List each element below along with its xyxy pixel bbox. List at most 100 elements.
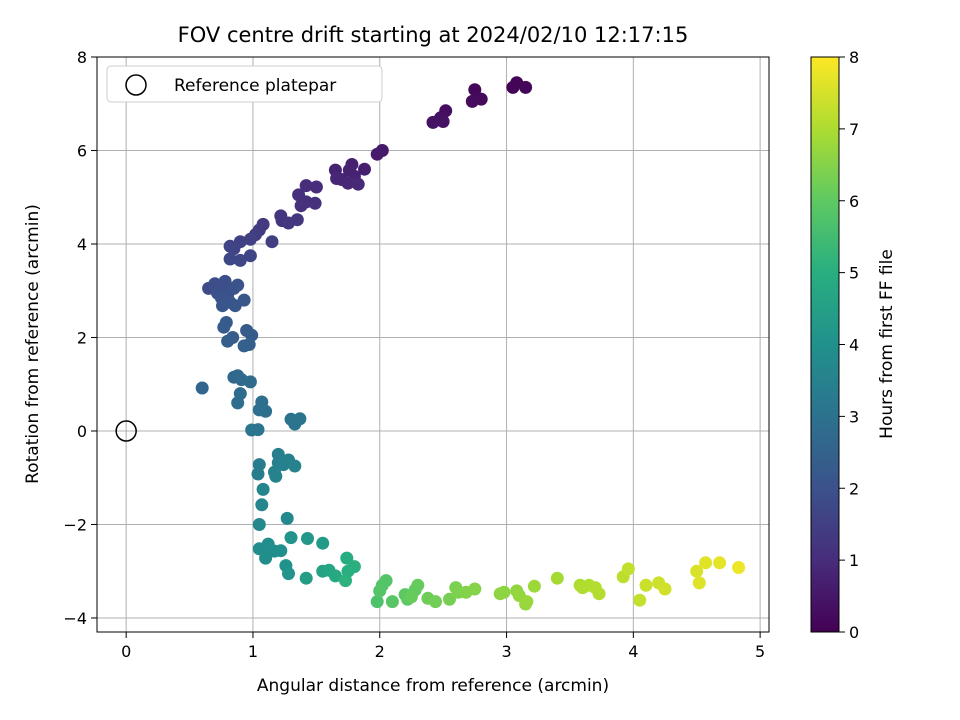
data-point [231, 278, 245, 292]
data-point [426, 115, 440, 129]
data-point [308, 196, 322, 210]
y-tick-label: 0 [77, 422, 87, 441]
data-point [497, 585, 511, 599]
colorbar-tick-label: 1 [849, 551, 859, 570]
x-tick-label: 5 [755, 642, 765, 661]
colorbar-tick-label: 5 [849, 264, 859, 283]
x-tick-label: 3 [501, 642, 511, 661]
data-point [465, 94, 479, 108]
y-tick-label: 4 [77, 235, 87, 254]
data-point [223, 252, 237, 266]
x-axis-ticks: 0 1 2 3 4 5 [121, 632, 765, 661]
y-tick-label: −2 [63, 515, 87, 534]
colorbar-tick-label: 3 [849, 407, 859, 426]
x-tick-label: 4 [628, 642, 638, 661]
data-point [265, 235, 279, 249]
data-point [237, 339, 251, 353]
data-point [282, 567, 295, 581]
data-point [633, 593, 647, 607]
colorbar-tick-label: 6 [849, 192, 859, 211]
colorbar-tick-label: 4 [849, 336, 859, 355]
x-tick-label: 1 [248, 642, 258, 661]
data-point [443, 592, 456, 606]
data-point [692, 576, 706, 590]
y-axis-label: Rotation from reference (arcmin) [23, 204, 43, 484]
data-point [639, 578, 653, 592]
data-point [195, 381, 209, 395]
data-point [527, 579, 541, 593]
chart-title: FOV centre drift starting at 2024/02/10 … [178, 23, 689, 47]
data-point [269, 469, 283, 483]
scatter-points [195, 76, 746, 611]
data-point [231, 396, 245, 410]
data-point [256, 482, 270, 496]
data-point [699, 556, 713, 570]
data-point [713, 556, 727, 570]
colorbar-tick-label: 7 [849, 120, 859, 139]
y-tick-label: 2 [77, 328, 87, 347]
data-point [218, 274, 232, 288]
data-point [217, 320, 231, 334]
data-point [243, 232, 257, 246]
data-point [592, 587, 606, 601]
y-tick-label: −4 [63, 609, 87, 628]
data-point [288, 459, 302, 473]
data-point [404, 590, 418, 604]
grid [97, 56, 769, 632]
data-point [299, 571, 313, 585]
y-axis-ticks: −4 −2 0 2 4 6 8 [63, 48, 97, 628]
data-point [328, 569, 342, 583]
data-point [216, 299, 229, 313]
legend-box [106, 65, 383, 103]
data-point [658, 582, 672, 596]
reference-marker [115, 420, 137, 442]
data-point [294, 199, 308, 213]
data-point [243, 249, 257, 263]
data-point [341, 176, 355, 190]
data-point [252, 518, 266, 531]
data-point [301, 532, 314, 545]
legend: Reference platepar [106, 65, 383, 103]
data-point [550, 571, 564, 585]
x-axis-label: Angular distance from reference (arcmin) [257, 676, 609, 696]
data-point [373, 584, 387, 598]
data-point [520, 595, 534, 609]
data-point [237, 293, 251, 307]
data-point [340, 551, 354, 565]
data-point [221, 334, 235, 348]
data-point [519, 80, 533, 94]
data-point [370, 595, 384, 609]
plot-frame [96, 56, 770, 633]
data-point [358, 162, 371, 176]
data-point [347, 560, 361, 574]
data-point [290, 213, 304, 227]
data-point [351, 177, 365, 191]
data-point [621, 562, 635, 576]
data-point [251, 423, 265, 437]
legend-entry-reference: Reference platepar [174, 76, 336, 96]
colorbar-tick-label: 0 [849, 623, 859, 642]
colorbar-tick-label: 8 [849, 48, 859, 67]
y-tick-label: 8 [77, 48, 87, 67]
data-point [316, 536, 330, 550]
data-point [299, 179, 313, 193]
data-point [732, 561, 746, 574]
data-point [255, 498, 269, 512]
data-point [468, 582, 482, 596]
data-point [330, 172, 344, 185]
data-point [385, 595, 399, 609]
legend-marker [125, 74, 147, 96]
colorbar-tick-label: 2 [849, 479, 859, 498]
data-point [227, 242, 241, 256]
data-point [429, 595, 442, 609]
colorbar-ticks: 0 1 2 3 4 5 6 7 8 [839, 48, 859, 642]
data-point [411, 578, 425, 592]
y-tick-label: 6 [77, 141, 87, 160]
data-point [251, 467, 265, 481]
data-point [690, 564, 704, 578]
data-point [259, 404, 273, 418]
colorbar: 0 1 2 3 4 5 6 7 8 Hours from first FF file [810, 48, 897, 642]
data-point [288, 417, 302, 431]
data-point [280, 511, 294, 525]
